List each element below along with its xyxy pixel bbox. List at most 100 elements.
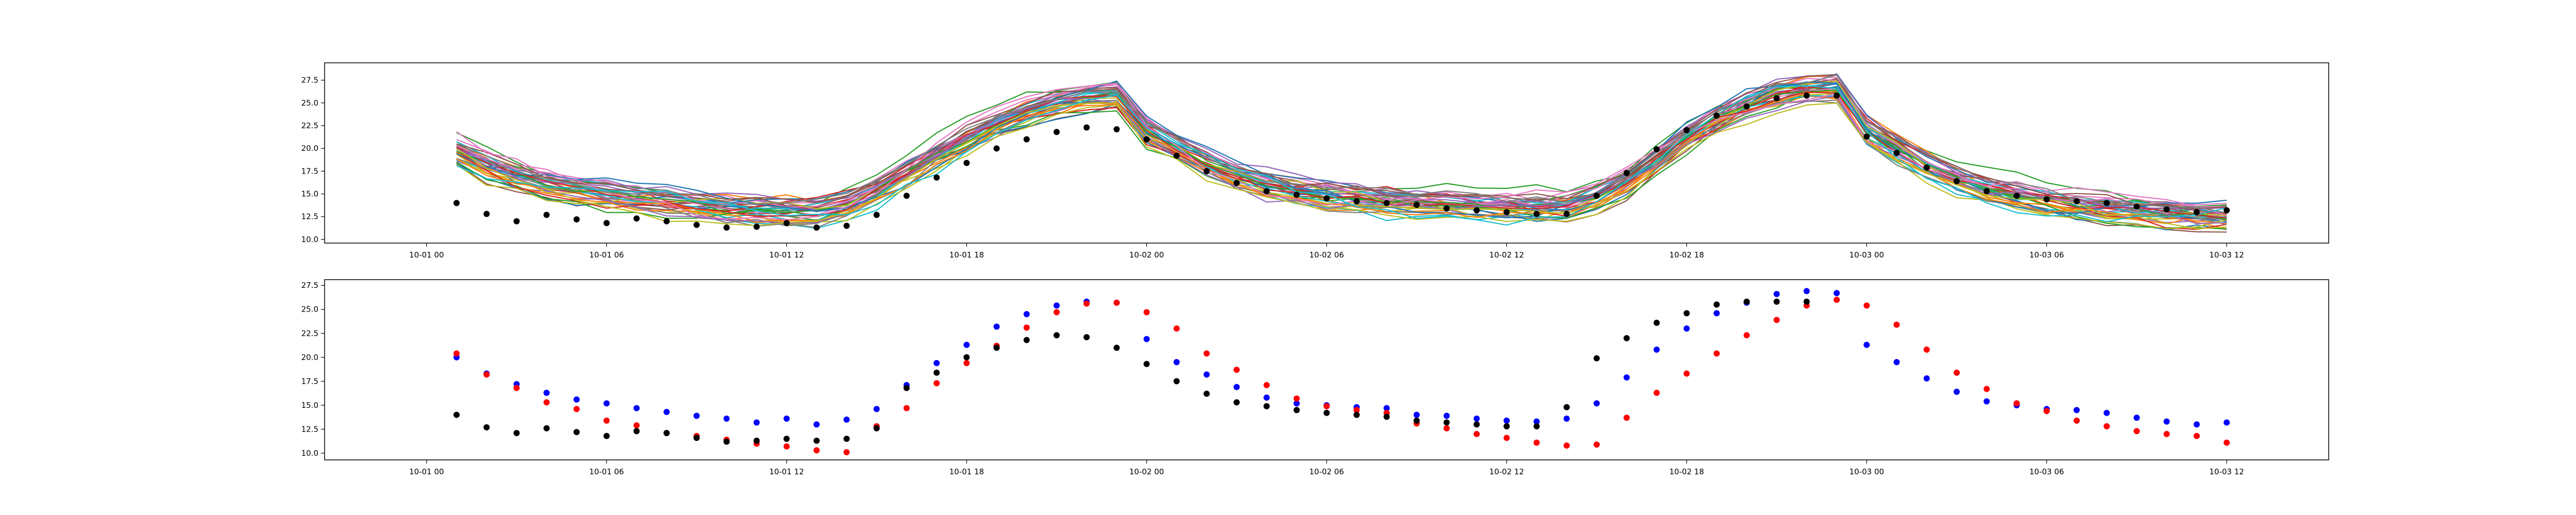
data-point: [873, 425, 880, 432]
data-point: [1263, 403, 1270, 409]
ensemble-line-panel: 10-01 00 10-01 06 10-01 12 10-01 18 10-02 00…: [301, 62, 2329, 260]
data-point: [963, 160, 970, 166]
y-tick-label: 22.5: [301, 329, 318, 338]
data-point: [1023, 311, 1030, 317]
data-point: [663, 408, 670, 415]
data-point: [1773, 317, 1780, 323]
data-point: [1714, 310, 1720, 317]
axes-frame: [324, 279, 2329, 460]
data-point: [723, 415, 730, 422]
data-point: [1113, 345, 1120, 351]
data-point: [1173, 359, 1180, 366]
y-tick-label: 22.5: [301, 121, 318, 130]
data-point: [1113, 299, 1120, 306]
data-point: [1324, 195, 1330, 202]
data-point: [1834, 297, 1840, 303]
ensemble-member-line: [456, 74, 2227, 210]
data-point: [2013, 193, 2020, 199]
data-point: [603, 417, 610, 424]
x-tick-label: 10-01 00: [409, 250, 444, 260]
data-point: [633, 405, 640, 411]
data-point: [814, 447, 820, 454]
data-point: [483, 211, 490, 217]
data-point: [903, 385, 910, 391]
data-point: [1324, 409, 1330, 416]
y-tick-label: 20.0: [301, 144, 318, 153]
y-tick-label: 12.5: [301, 424, 318, 434]
x-tick-label: 10-03 00: [1849, 467, 1884, 476]
y-tick-label: 27.5: [301, 281, 318, 290]
data-point: [1503, 435, 1510, 441]
data-point: [573, 406, 580, 413]
data-point: [1653, 146, 1660, 152]
data-point: [1143, 360, 1150, 367]
data-point: [2073, 198, 2080, 204]
data-point: [1143, 136, 1150, 143]
data-point: [2104, 200, 2110, 207]
data-point: [633, 428, 640, 435]
data-point: [1773, 298, 1780, 305]
y-tick-label: 25.0: [301, 98, 318, 108]
data-point: [1473, 415, 1480, 422]
data-point: [1413, 411, 1420, 418]
data-point: [543, 389, 550, 396]
y-tick-label: 15.0: [301, 401, 318, 410]
data-point: [934, 360, 940, 366]
data-point: [2104, 409, 2110, 416]
data-point: [963, 360, 970, 366]
data-point: [783, 220, 790, 227]
data-point: [1023, 324, 1030, 331]
x-tick-label: 10-01 00: [409, 467, 444, 476]
data-point: [814, 224, 820, 231]
data-point: [1893, 150, 1900, 156]
data-point: [1443, 425, 1450, 432]
data-point: [783, 436, 790, 442]
data-point: [1953, 369, 1960, 376]
data-point: [1863, 133, 1870, 140]
data-point: [1503, 423, 1510, 430]
ensemble-member-line: [456, 74, 2227, 214]
data-point: [843, 416, 850, 423]
data-point: [1143, 309, 1150, 316]
data-point: [1083, 124, 1090, 131]
data-point: [1353, 198, 1360, 204]
y-tick-label: 17.5: [301, 376, 318, 386]
data-point: [1863, 302, 1870, 309]
data-point: [1803, 92, 1810, 99]
x-tick-label: 10-02 12: [1489, 467, 1524, 476]
data-point: [543, 425, 550, 432]
data-point: [2013, 400, 2020, 407]
data-point: [2193, 421, 2200, 428]
data-point: [903, 405, 910, 411]
data-point: [693, 435, 700, 441]
data-point: [934, 369, 940, 376]
x-tick-label: 10-02 06: [1309, 250, 1344, 260]
data-point: [1923, 375, 1930, 382]
data-point: [2133, 203, 2140, 210]
data-point: [1293, 407, 1300, 414]
data-point: [1473, 207, 1480, 214]
data-point: [1233, 384, 1240, 390]
data-point: [1623, 415, 1630, 421]
data-point: [843, 436, 850, 442]
data-point: [1683, 325, 1690, 332]
data-point: [1773, 290, 1780, 297]
data-point: [783, 443, 790, 450]
data-point: [453, 200, 460, 207]
x-tick-label: 10-03 12: [2209, 467, 2244, 476]
data-point: [1443, 419, 1450, 426]
data-point: [753, 437, 760, 444]
x-tick-label: 10-03 06: [2029, 467, 2064, 476]
data-point: [1594, 193, 1600, 199]
data-point: [1623, 335, 1630, 341]
data-point: [1023, 136, 1030, 143]
data-point: [1293, 400, 1300, 407]
data-point: [573, 216, 580, 222]
data-point: [1233, 180, 1240, 186]
data-point: [453, 350, 460, 357]
data-point: [2133, 428, 2140, 435]
data-point: [633, 422, 640, 428]
data-point: [753, 224, 760, 230]
axes-frame: [324, 62, 2329, 244]
